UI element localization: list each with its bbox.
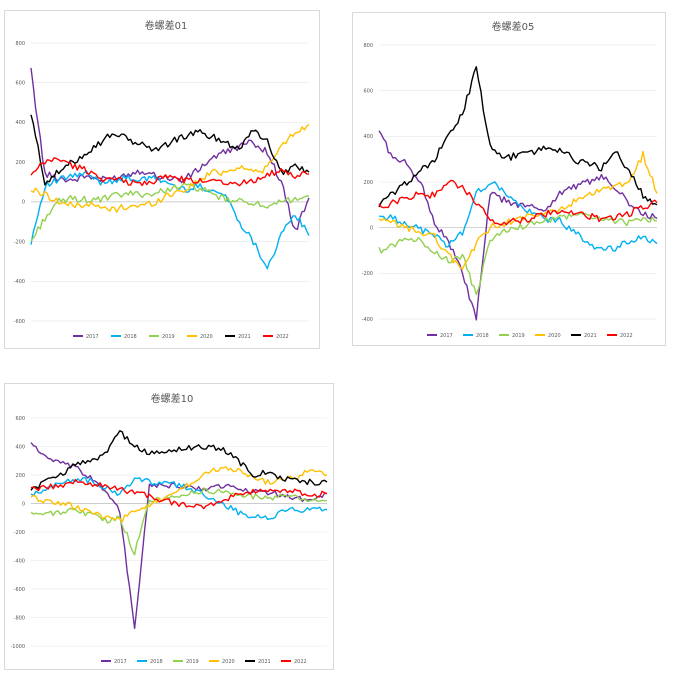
series-line-2020 <box>30 123 310 213</box>
legend-label: 2020 <box>222 659 235 665</box>
series-line-2017 <box>378 130 658 321</box>
legend-label: 2020 <box>200 334 213 340</box>
legend-label: 2017 <box>440 333 453 339</box>
legend-label: 2017 <box>114 659 127 665</box>
grid-lines <box>31 417 327 647</box>
y-tick-label: 400 <box>15 120 25 126</box>
y-tick-label: -600 <box>14 319 25 325</box>
y-axis: 800 600 400 200 0 -200 -400 <box>362 43 373 323</box>
y-tick-label: -200 <box>14 239 25 245</box>
legend-label: 2022 <box>276 334 289 340</box>
series-line-2017 <box>30 442 328 630</box>
y-tick-label: -1000 <box>10 644 25 650</box>
series-line-2020 <box>378 150 658 270</box>
series-line-2019 <box>30 182 310 242</box>
series-line-2019 <box>378 211 658 296</box>
series-group <box>378 66 658 321</box>
legend-label: 2017 <box>86 334 99 340</box>
y-tick-label: 600 <box>15 416 25 422</box>
y-tick-label: 200 <box>15 473 25 479</box>
grid-lines <box>31 42 309 322</box>
series-line-2022 <box>30 157 310 187</box>
y-tick-label: 200 <box>15 160 25 166</box>
legend-label: 2018 <box>124 334 137 340</box>
y-tick-label: 200 <box>363 180 373 186</box>
legend: 2017 2018 2019 2020 2021 2022 <box>427 333 633 339</box>
y-tick-label: 0 <box>370 225 373 231</box>
series-line-2021 <box>30 114 310 186</box>
legend-label: 2021 <box>238 334 251 340</box>
chart-title: 卷螺差05 <box>492 20 535 33</box>
y-axis: 800 600 400 200 0 -200 -400 -600 <box>14 41 25 325</box>
chart-panel-10: 卷螺差10 600 400 200 0 -200 -400 -600 -800 -1000 20… <box>4 383 334 670</box>
series-group <box>30 430 328 630</box>
series-line-2017 <box>30 67 310 231</box>
series-line-2021 <box>378 66 658 208</box>
y-tick-label: 400 <box>363 134 373 140</box>
series-line-2021 <box>30 430 328 491</box>
series-line-2018 <box>378 181 658 252</box>
chart-panel-01: 卷螺差01 800 600 400 200 0 -200 -400 -600 2017 2018… <box>4 10 320 349</box>
y-axis: 600 400 200 0 -200 -400 -600 -800 -1000 <box>10 416 25 650</box>
chart-panel-05: 卷螺差05 800 600 400 200 0 -200 -400 2017 2018 2019… <box>352 12 666 346</box>
legend-label: 2021 <box>584 333 597 339</box>
y-tick-label: 600 <box>363 88 373 94</box>
series-line-2019 <box>30 488 328 556</box>
legend-label: 2021 <box>258 659 271 665</box>
y-tick-label: 800 <box>363 43 373 49</box>
legend-label: 2020 <box>548 333 561 339</box>
chart-title: 卷螺差01 <box>145 19 188 32</box>
legend-label: 2022 <box>620 333 633 339</box>
chart-svg-05: 卷螺差05 800 600 400 200 0 -200 -400 2017 2018 2019… <box>362 20 658 339</box>
legend-label: 2019 <box>512 333 525 339</box>
y-tick-label: -200 <box>14 530 25 536</box>
legend-label: 2019 <box>186 659 199 665</box>
y-tick-label: 400 <box>15 444 25 450</box>
series-line-2022 <box>378 179 658 226</box>
legend-label: 2022 <box>294 659 307 665</box>
y-tick-label: -800 <box>14 615 25 621</box>
legend: 2017 2018 2019 2020 2021 2022 <box>73 334 289 340</box>
series-line-2018 <box>30 170 310 270</box>
legend-label: 2018 <box>150 659 163 665</box>
y-tick-label: -400 <box>14 279 25 285</box>
y-tick-label: 600 <box>15 81 25 87</box>
y-tick-label: -400 <box>14 558 25 564</box>
y-tick-label: -400 <box>362 317 373 323</box>
y-tick-label: 800 <box>15 41 25 47</box>
series-line-2022 <box>30 478 328 510</box>
y-tick-label: 0 <box>22 200 25 206</box>
chart-svg-01: 卷螺差01 800 600 400 200 0 -200 -400 -600 2017 2018… <box>14 19 310 340</box>
series-group <box>30 67 310 270</box>
y-tick-label: -600 <box>14 587 25 593</box>
y-tick-label: 0 <box>22 501 25 507</box>
chart-svg-10: 卷螺差10 600 400 200 0 -200 -400 -600 -800 -1000 20… <box>10 392 328 665</box>
legend: 2017 2018 2019 2020 2021 2022 <box>101 659 307 665</box>
series-line-2018 <box>30 477 328 521</box>
legend-label: 2019 <box>162 334 175 340</box>
legend-label: 2018 <box>476 333 489 339</box>
chart-title: 卷螺差10 <box>151 392 194 405</box>
y-tick-label: -200 <box>362 271 373 277</box>
